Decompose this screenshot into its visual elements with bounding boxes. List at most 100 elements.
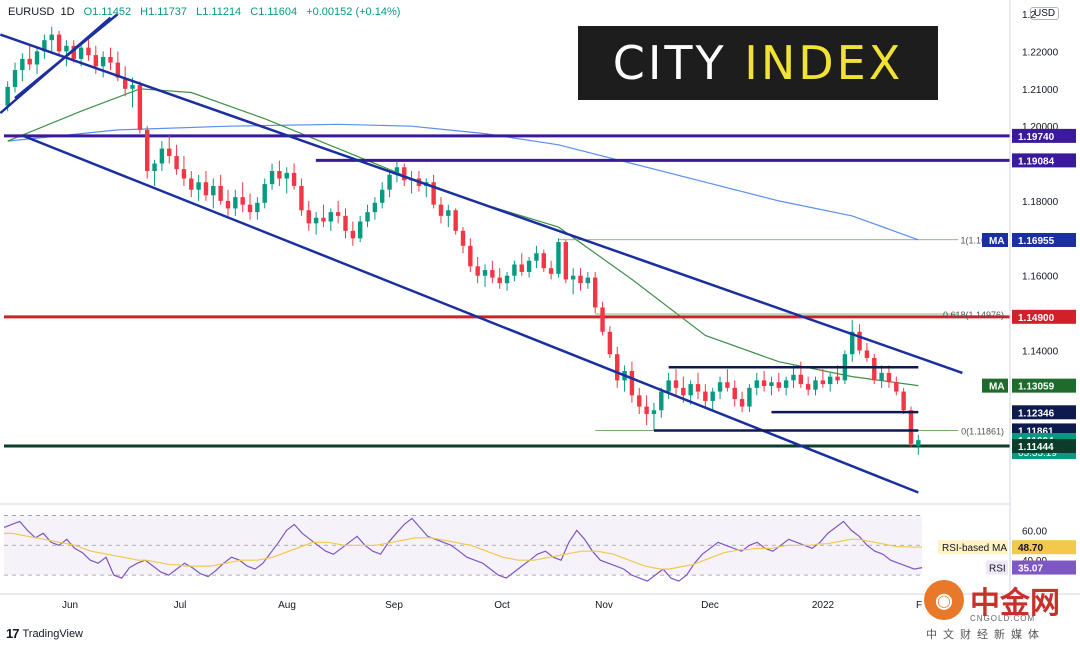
candle-body bbox=[835, 376, 840, 381]
price-label-text: 1.19740 bbox=[1018, 132, 1055, 143]
price-label-bg bbox=[1012, 232, 1076, 247]
y-tick-label: 1.18000 bbox=[1022, 197, 1059, 208]
price-label: 1.14900 bbox=[1012, 309, 1076, 324]
candle-body bbox=[688, 384, 693, 396]
candle-body bbox=[916, 440, 921, 446]
candle-body bbox=[666, 380, 671, 392]
candle-body bbox=[350, 230, 356, 239]
candle-body bbox=[321, 217, 326, 222]
candle-body bbox=[122, 77, 128, 89]
ma-tag-text: MA bbox=[989, 236, 1005, 247]
candle-body bbox=[335, 212, 341, 216]
candle-body bbox=[380, 189, 385, 203]
candle-body bbox=[27, 58, 32, 65]
candle-body bbox=[703, 391, 708, 401]
candle-body bbox=[747, 387, 752, 407]
fib-label: 0.618(1.14976) bbox=[943, 310, 1004, 320]
candle-body bbox=[886, 372, 892, 383]
rsi-tag-bg bbox=[986, 560, 1008, 575]
rsi-ma-line bbox=[4, 532, 922, 570]
candle-body bbox=[805, 384, 811, 390]
tradingview-brand[interactable]: 17 TradingView bbox=[6, 626, 83, 641]
interval-label[interactable]: 1D bbox=[60, 6, 75, 18]
candle-body bbox=[585, 277, 591, 284]
candle-body bbox=[159, 148, 165, 164]
candle-body bbox=[5, 86, 10, 106]
candle-body bbox=[534, 253, 539, 261]
candle-body bbox=[86, 47, 91, 56]
candle-body bbox=[607, 331, 613, 355]
candle-body bbox=[681, 387, 686, 396]
candle-body bbox=[218, 185, 223, 201]
candle-body bbox=[130, 85, 135, 89]
candle-body bbox=[93, 55, 99, 67]
candle-body bbox=[100, 56, 106, 67]
price-label: 1.13059 MA bbox=[982, 378, 1076, 393]
ma-tag-bg bbox=[982, 232, 1008, 247]
candle-body bbox=[651, 410, 657, 415]
candle-body bbox=[255, 202, 260, 213]
candle-body bbox=[145, 129, 150, 172]
price-label-text: 1.16955 bbox=[1018, 236, 1055, 247]
x-tick-label: Jun bbox=[62, 600, 78, 611]
currency-badge[interactable]: USD bbox=[1030, 7, 1060, 20]
candle-body bbox=[211, 185, 216, 196]
candle-body bbox=[725, 382, 730, 388]
tradingview-label: TradingView bbox=[22, 627, 84, 640]
y-tick-label: 1.21000 bbox=[1022, 85, 1059, 96]
ma-tag-bg bbox=[982, 378, 1008, 393]
open-value: O1.11452 bbox=[83, 6, 132, 18]
candle-body bbox=[673, 380, 679, 388]
candle-body bbox=[291, 172, 297, 186]
ma-blue-line bbox=[7, 123, 919, 241]
y-tick-label: 1.14000 bbox=[1022, 346, 1059, 357]
candle-body bbox=[894, 382, 899, 392]
candle-body bbox=[783, 380, 789, 388]
candle-body bbox=[754, 380, 759, 388]
candle-body bbox=[284, 172, 289, 179]
candle-body bbox=[115, 62, 121, 78]
candle-body bbox=[592, 277, 598, 308]
candle-body bbox=[71, 45, 76, 59]
y-tick-label: 1.22000 bbox=[1022, 47, 1059, 58]
channel-trendline bbox=[0, 33, 963, 375]
price-label: 1.19740 bbox=[1012, 128, 1076, 143]
x-tick-label: Aug bbox=[278, 600, 296, 611]
candle-body bbox=[659, 391, 664, 411]
candle-body bbox=[299, 185, 304, 211]
candle-body bbox=[49, 34, 54, 41]
candle-body bbox=[637, 395, 642, 407]
candle-body bbox=[167, 148, 172, 157]
candle-body bbox=[269, 171, 275, 185]
candle-body bbox=[152, 163, 157, 172]
candle-body bbox=[908, 410, 914, 444]
candle-body bbox=[313, 217, 319, 224]
candle-body bbox=[504, 275, 510, 284]
candle-body bbox=[761, 380, 767, 386]
tradingview-logo-icon: 17 bbox=[6, 626, 20, 641]
rsi-ma-tag-bg bbox=[938, 540, 1008, 555]
price-label-text: 1.13059 bbox=[1018, 382, 1055, 393]
price-label: 1.19084 bbox=[1012, 153, 1076, 168]
close-value: C1.11604 bbox=[250, 6, 298, 18]
candle-body bbox=[357, 221, 363, 239]
logo-text-city: CITY bbox=[612, 36, 727, 90]
low-value: L1.11214 bbox=[196, 6, 242, 18]
symbol-label[interactable]: EURUSD bbox=[8, 6, 55, 18]
candle-body bbox=[526, 260, 532, 272]
candle-body bbox=[732, 387, 737, 400]
price-label-text: 1.11444 bbox=[1018, 442, 1054, 453]
candle-body bbox=[872, 357, 877, 381]
candle-body bbox=[181, 169, 187, 179]
candle-body bbox=[497, 277, 502, 284]
x-tick-label: 2022 bbox=[812, 600, 835, 611]
channel-trendline bbox=[14, 13, 119, 100]
candle-body bbox=[306, 210, 311, 224]
fib-label: 0(1.11861) bbox=[961, 426, 1004, 436]
price-label-text: 1.19084 bbox=[1018, 156, 1055, 167]
ohlc-header: EURUSD 1D O1.11452 H1.11737 L1.11214 C1.1… bbox=[8, 6, 406, 18]
candle-body bbox=[343, 215, 348, 231]
change-value: +0.00152 (+0.14%) bbox=[306, 6, 401, 18]
